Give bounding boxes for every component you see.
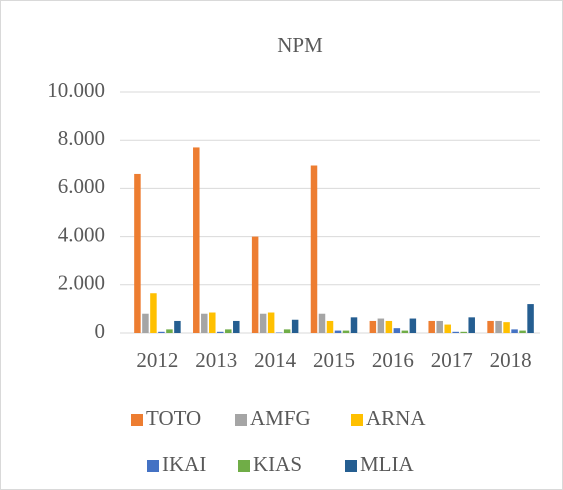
- bar: [519, 330, 526, 333]
- bar: [225, 329, 232, 333]
- y-tick-label: 0: [95, 319, 106, 343]
- bar: [369, 320, 377, 333]
- y-tick-label: 10.000: [47, 78, 105, 102]
- bar: [460, 331, 467, 333]
- bar: [350, 317, 358, 333]
- bar: [527, 304, 534, 333]
- legend-label: IKAI: [162, 452, 206, 476]
- x-tick-label: 2014: [254, 348, 297, 372]
- bar: [468, 317, 475, 333]
- bar: [334, 330, 342, 333]
- bar: [233, 320, 240, 333]
- y-tick-label: 8.000: [58, 126, 105, 150]
- bar: [318, 313, 326, 333]
- chart-title: NPM: [277, 33, 323, 57]
- legend-swatch: [131, 414, 143, 426]
- bar: [259, 313, 267, 333]
- bar: [291, 319, 299, 333]
- x-tick-label: 2015: [313, 348, 355, 372]
- legend-label: TOTO: [146, 406, 201, 430]
- legend-swatch: [351, 414, 363, 426]
- x-tick-label: 2012: [136, 348, 178, 372]
- bar: [342, 330, 350, 333]
- legend-label: AMFG: [250, 406, 311, 430]
- bar: [134, 173, 141, 333]
- bar: [377, 318, 385, 333]
- y-tick-label: 4.000: [58, 222, 105, 246]
- bar: [495, 320, 502, 333]
- y-tick-label: 6.000: [58, 174, 105, 198]
- bar: [142, 313, 149, 333]
- y-tick-label: 2.000: [58, 271, 105, 295]
- legend-label: ARNA: [366, 406, 426, 430]
- legend-swatch: [345, 460, 357, 472]
- bar: [401, 330, 409, 333]
- bar: [251, 236, 259, 333]
- bar: [217, 331, 224, 333]
- bar: [310, 165, 318, 333]
- bar: [385, 320, 393, 333]
- bar: [158, 331, 165, 333]
- bar: [436, 320, 443, 333]
- x-tick-label: 2017: [431, 348, 473, 372]
- bar: [150, 293, 157, 333]
- bar: [503, 322, 510, 333]
- bar: [452, 331, 459, 333]
- bar: [174, 320, 181, 333]
- bar: [428, 320, 435, 333]
- bar: [209, 312, 216, 333]
- legend-swatch: [147, 460, 159, 472]
- bar: [283, 329, 291, 333]
- legend-label: KIAS: [253, 452, 302, 476]
- bar: [166, 329, 173, 333]
- bar: [393, 328, 401, 333]
- bar: [201, 313, 208, 333]
- bar: [193, 147, 200, 333]
- legend-swatch: [235, 414, 247, 426]
- bar: [409, 318, 417, 333]
- legend-swatch: [238, 460, 250, 472]
- x-tick-label: 2013: [195, 348, 237, 372]
- bar: [487, 320, 494, 333]
- bar: [267, 312, 275, 333]
- bar: [444, 324, 451, 333]
- x-tick-label: 2016: [372, 348, 414, 372]
- x-tick-label: 2018: [490, 348, 532, 372]
- bar: [511, 329, 518, 333]
- bar: [326, 320, 334, 333]
- legend-label: MLIA: [360, 452, 414, 476]
